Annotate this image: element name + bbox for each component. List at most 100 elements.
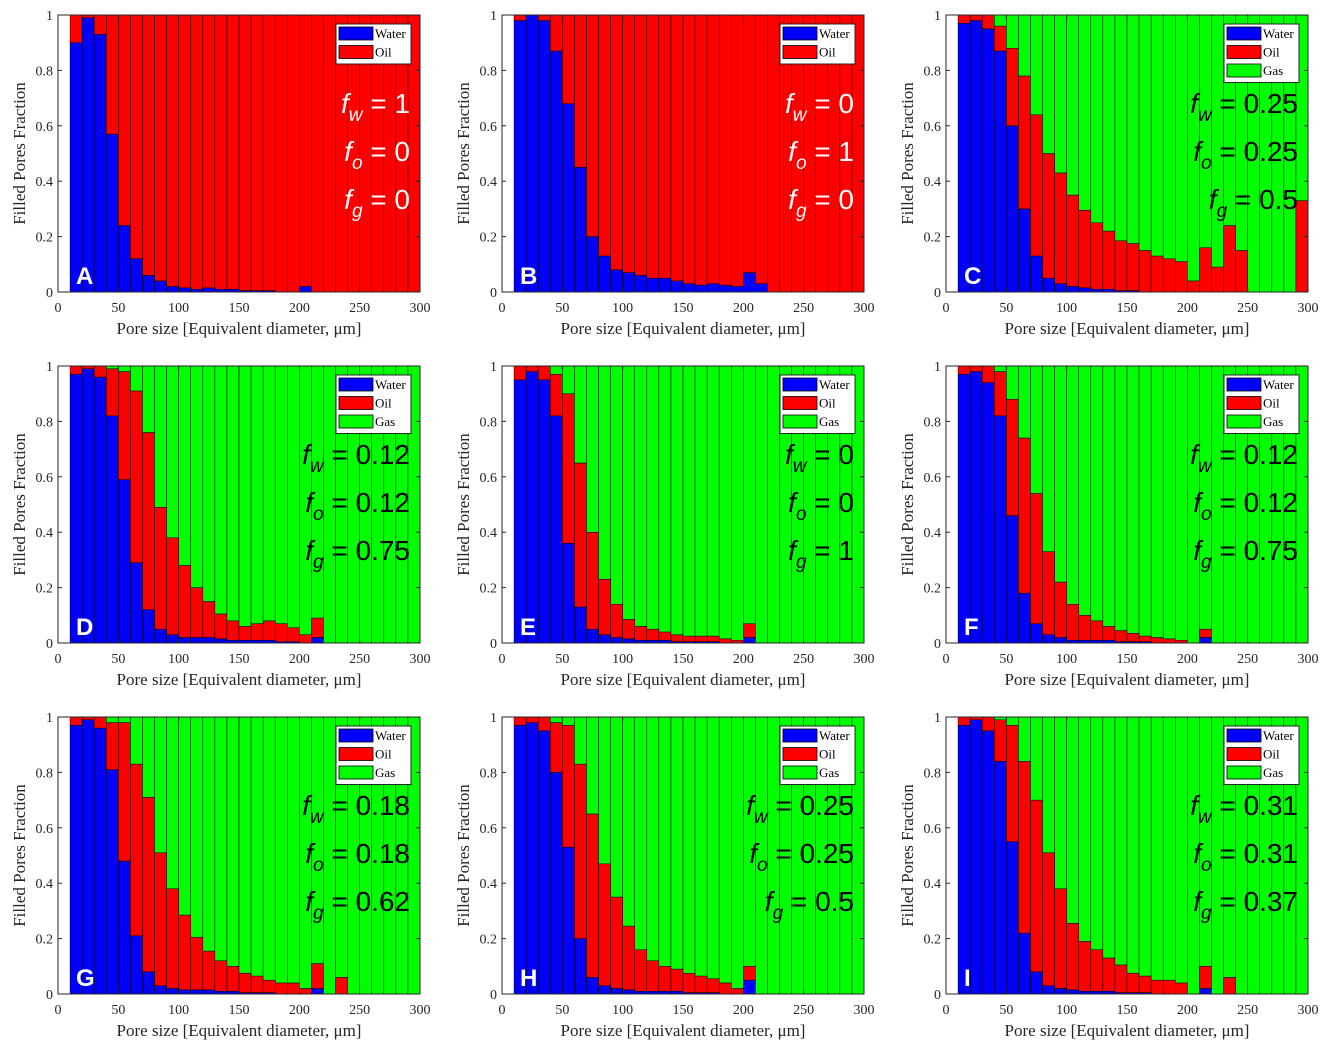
- bar-oil: [323, 14, 336, 293]
- x-tick-label: 200: [289, 301, 310, 316]
- bar-oil: [287, 627, 300, 642]
- bar-gas: [767, 365, 780, 644]
- bar-gas: [598, 716, 611, 865]
- bar-oil: [274, 14, 288, 293]
- x-axis-label: Pore size [Equivalent diameter, μm]: [561, 670, 806, 689]
- bar-gas: [610, 716, 623, 898]
- x-axis-label: Pore size [Equivalent diameter, μm]: [117, 319, 362, 338]
- bar-gas: [311, 716, 324, 964]
- bar-oil: [646, 628, 660, 641]
- x-tick-label: 50: [999, 652, 1013, 667]
- y-tick-label: 0.2: [924, 231, 942, 246]
- bar-water: [69, 725, 83, 995]
- bar-water: [550, 772, 563, 995]
- legend-swatch-oil: [338, 396, 374, 410]
- legend-swatch-oil: [1226, 396, 1262, 410]
- bar-oil: [634, 949, 648, 992]
- bar-oil: [586, 531, 599, 630]
- bar-oil: [1211, 266, 1224, 293]
- bar-oil: [646, 960, 660, 992]
- annotation-fo: fo = 0.25: [1193, 136, 1298, 174]
- bar-oil: [202, 950, 216, 991]
- bar-water: [106, 133, 119, 293]
- bar-gas: [190, 716, 204, 938]
- annotation-fo: fo = 0.18: [305, 838, 410, 876]
- bar-oil: [154, 507, 167, 630]
- bar-oil: [214, 613, 228, 640]
- x-tick-label: 300: [1298, 652, 1319, 667]
- bar-water: [1066, 286, 1079, 293]
- bar-oil: [274, 623, 288, 642]
- bar-oil: [1223, 977, 1236, 995]
- y-tick-label: 1: [490, 9, 497, 24]
- bar-gas: [1054, 716, 1067, 889]
- bar-oil: [238, 14, 252, 291]
- bar-oil: [718, 638, 732, 644]
- bar-oil: [670, 634, 684, 642]
- bar-oil: [142, 432, 155, 611]
- bar-gas: [646, 716, 660, 962]
- bar-oil: [154, 852, 167, 986]
- bar-water: [202, 637, 216, 644]
- bar-water: [202, 989, 216, 995]
- bar-gas: [1018, 14, 1031, 77]
- x-tick-label: 0: [943, 1003, 950, 1018]
- bar-water: [1030, 971, 1043, 995]
- bar-water: [1199, 637, 1212, 644]
- bar-gas: [1066, 716, 1079, 924]
- x-tick-label: 100: [168, 652, 189, 667]
- bar-oil: [1006, 398, 1019, 516]
- x-tick-label: 200: [1177, 652, 1198, 667]
- bar-water: [969, 20, 983, 293]
- bar-oil: [1126, 633, 1140, 642]
- bar-water: [574, 167, 587, 293]
- bar-gas: [287, 716, 300, 984]
- bar-water: [178, 989, 191, 995]
- bar-oil: [1162, 258, 1176, 293]
- bar-water: [166, 634, 179, 644]
- bar-gas: [1090, 365, 1104, 622]
- x-tick-label: 200: [1177, 301, 1198, 316]
- legend-label-water: Water: [375, 377, 406, 392]
- bar-water: [142, 971, 155, 995]
- bar-gas: [118, 716, 131, 723]
- bar-gas: [178, 365, 191, 566]
- legend-swatch-gas: [782, 765, 818, 780]
- bar-water: [562, 543, 575, 644]
- bar-oil: [299, 14, 312, 287]
- bar-water: [969, 719, 983, 995]
- y-tick-label: 0.8: [924, 415, 942, 430]
- bar-water: [682, 283, 696, 293]
- legend: Water Oil Gas: [1223, 725, 1300, 785]
- bar-gas: [226, 716, 240, 967]
- bar-gas: [610, 365, 623, 605]
- annotation-fo: fo = 0.31: [1193, 838, 1298, 876]
- bar-oil: [537, 716, 551, 732]
- bar-water: [93, 376, 107, 644]
- bar-oil: [93, 716, 107, 729]
- panel-letter: E: [520, 614, 536, 641]
- bar-oil: [1030, 799, 1043, 973]
- y-tick-label: 0.2: [480, 231, 498, 246]
- bar-water: [957, 725, 971, 995]
- legend-label-water: Water: [819, 26, 850, 41]
- bar-oil: [1114, 630, 1128, 642]
- bar-gas: [154, 365, 167, 508]
- bar-gas: [202, 716, 216, 952]
- y-tick-label: 0.4: [480, 877, 498, 892]
- bar-gas: [1030, 14, 1043, 115]
- bar-oil: [130, 763, 143, 937]
- bar-water: [142, 275, 155, 293]
- bar-oil: [513, 716, 527, 726]
- bar-oil: [1199, 966, 1212, 989]
- annotation-fg: fg = 0.37: [1193, 886, 1298, 924]
- x-tick-label: 50: [555, 1003, 569, 1018]
- bar-oil: [598, 863, 611, 986]
- bar-oil: [1030, 493, 1043, 624]
- y-tick-label: 0.8: [36, 766, 54, 781]
- bar-gas: [238, 365, 252, 627]
- bar-oil: [93, 14, 107, 35]
- y-tick-label: 0.8: [480, 415, 498, 430]
- x-tick-label: 50: [111, 1003, 125, 1018]
- bar-water: [106, 415, 119, 644]
